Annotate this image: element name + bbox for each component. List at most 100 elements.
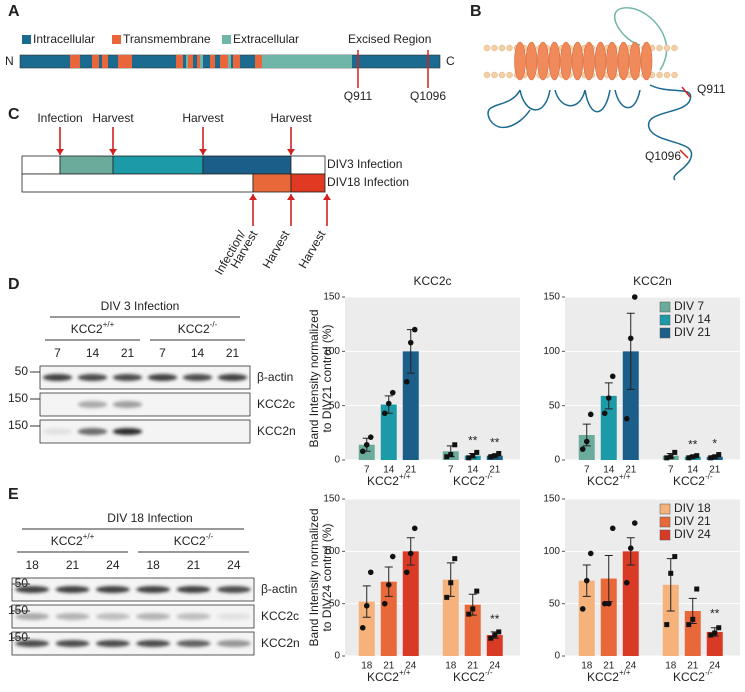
helix [525,41,538,81]
data-point [411,326,418,333]
timeline-segment [290,173,326,193]
genotype-sup: -/- [705,472,713,481]
lipid [491,71,498,79]
blot-title: DIV 18 Infection [107,511,192,525]
data-point [466,455,472,461]
legend-swatch [659,314,671,326]
data-point [403,378,410,385]
lipid [506,71,513,79]
helix [594,41,607,81]
tm-segment [70,55,80,68]
x-tick-label: 14 [687,465,699,476]
x-tick-label: 21 [625,465,637,476]
x-tick-label: 21 [603,661,615,672]
band [77,401,108,408]
bar [578,435,595,460]
timeline-segment [290,155,326,175]
genotype-label: KCC2+/+ [71,320,115,336]
y-tick-label: 100 [543,346,560,357]
x-tick-label: 24 [489,661,501,672]
lipid [656,44,663,52]
panel-label: D [8,276,20,293]
data-point [631,294,638,300]
data-point [407,550,414,557]
genotype-name: KCC2 [71,322,103,336]
significance: ** [688,438,698,452]
plot-bg [345,297,520,460]
x-tick-label: 7 [584,465,590,476]
chart-title: KCC2n [633,274,672,288]
lane-label: 18 [146,558,160,572]
tm-segment [210,55,215,68]
helix [548,41,561,81]
x-tick-label: 21 [709,465,721,476]
data-point [664,622,670,628]
data-point [583,577,590,584]
arrow-head [287,149,295,155]
bar [380,581,397,656]
band [95,586,130,593]
band [182,374,213,381]
lipid [663,71,671,79]
legend-label: Intracellular [33,32,95,46]
legend-swatch [659,516,671,528]
genotype-name: KCC2 [673,474,705,488]
mw-marker: 50 [15,576,29,590]
genotype-name: KCC2 [587,670,619,684]
mw-marker: 150 [8,418,28,432]
y-tick-label: 0 [334,651,340,662]
blot-band-label: KCC2n [257,424,296,438]
data-point [367,569,374,576]
site-label: Q1096 [645,149,681,163]
data-point [488,454,494,460]
timeline-row: DIV18 Infection [327,175,409,189]
bar [622,551,639,656]
legend-label: Transmembrane [123,32,211,46]
data-point [668,570,674,576]
band [15,586,50,593]
band [95,613,130,620]
genotype-sup: -/- [485,668,493,677]
band [42,428,73,435]
data-point [470,606,476,612]
lane-label: 24 [227,558,241,572]
panel-label: B [470,3,482,20]
band [176,640,211,647]
data-point [474,588,480,594]
legend-label: DIV 21 [674,514,711,528]
mw-marker: 150 [8,630,28,644]
blot-title: DIV 3 Infection [101,299,180,313]
arrow-head [199,149,207,155]
helix [583,41,595,81]
y-axis-label: to DIV21 control (%) [320,324,334,432]
data-point [411,525,418,532]
lipid [671,44,678,52]
data-point [474,449,480,455]
legend-swatch [22,35,31,44]
x-tick-label: 24 [709,661,721,672]
band [77,428,108,435]
data-point [381,600,388,607]
data-point [470,453,476,459]
genotype-name: KCC2 [51,534,83,548]
genotype-sup: +/+ [103,320,115,329]
x-tick-label: 21 [489,465,501,476]
x-tick-label: 21 [383,661,395,672]
genotype-name: KCC2 [587,474,619,488]
error-bar [626,312,635,390]
band [112,428,143,435]
legend-swatch [659,503,671,515]
lane-label: 14 [191,346,205,360]
band [55,586,90,593]
data-point [690,616,696,622]
data-point [381,410,388,417]
x-tick-label: 18 [581,661,593,672]
bar [402,551,419,656]
data-point [359,624,366,631]
bar [464,604,481,656]
genotype-sup: -/- [485,472,493,481]
lane-label: 18 [25,558,39,572]
data-point [444,454,450,460]
data-point [389,389,396,396]
data-point [712,630,718,636]
